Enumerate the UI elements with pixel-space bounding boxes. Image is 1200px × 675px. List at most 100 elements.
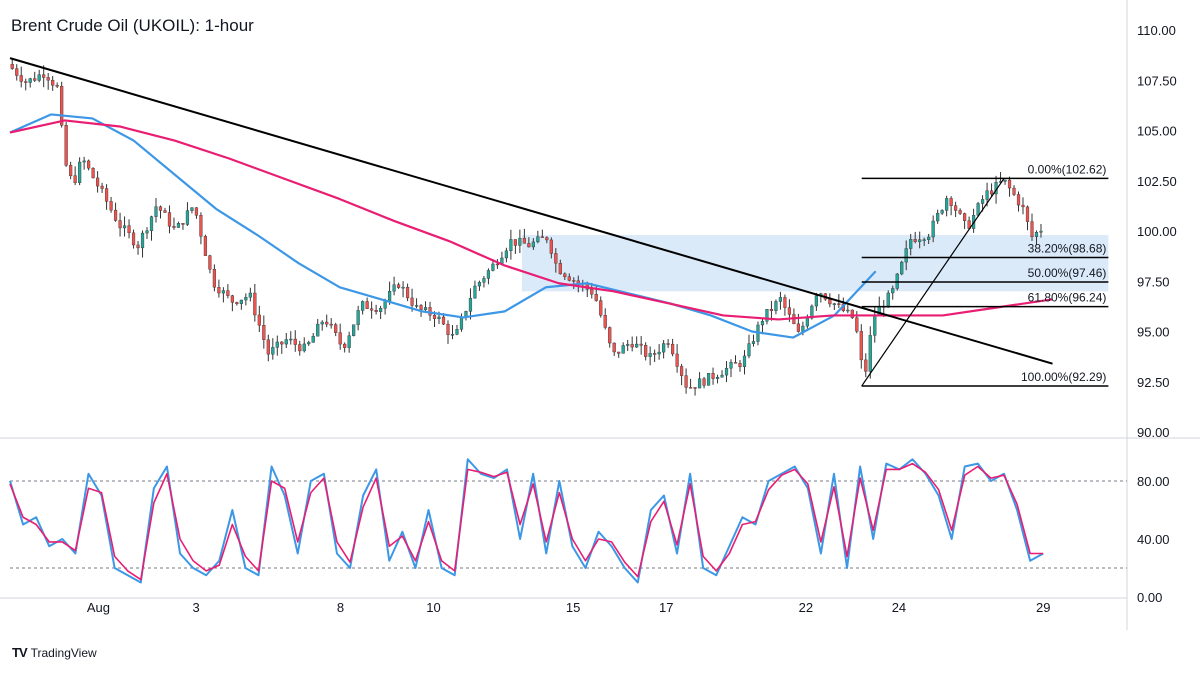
candle-body [91, 167, 95, 179]
candle-body [828, 299, 832, 305]
candle-body [307, 342, 311, 345]
candle-body [495, 263, 500, 266]
candle-body [509, 239, 513, 252]
candle-body [563, 273, 567, 277]
candle-body [1034, 232, 1039, 237]
candle-body [859, 331, 863, 361]
candle-body [729, 362, 733, 369]
price-axis-tick: 97.50 [1137, 274, 1170, 289]
time-axis-tick: 24 [892, 600, 906, 615]
tradingview-branding[interactable]: TV TradingView [12, 645, 97, 660]
candle-body [46, 77, 50, 81]
candle-body [760, 320, 765, 326]
candle-body [248, 292, 252, 298]
candle-body [1039, 230, 1043, 233]
candle-body [334, 324, 338, 333]
candle-body [361, 301, 365, 311]
time-axis-tick: Aug [87, 600, 110, 615]
candle-body [122, 225, 127, 229]
candle-body [617, 351, 621, 354]
candle-body [679, 366, 684, 376]
candle-body [208, 255, 212, 270]
candle-body [1030, 221, 1034, 237]
chart-title: Brent Crude Oil (UKOIL): 1-hour [11, 16, 254, 35]
candle-body [855, 317, 859, 332]
tradingview-label: TradingView [30, 645, 97, 660]
candle-body [662, 343, 666, 353]
time-axis-tick: 17 [659, 600, 673, 615]
candle-body [253, 292, 257, 316]
candle-body [33, 78, 37, 81]
candle-body [742, 355, 747, 367]
candle-body [922, 239, 926, 241]
candle-body [482, 278, 486, 283]
candle-body [774, 301, 778, 312]
candle-body [644, 345, 648, 357]
fib-anchor-line [861, 177, 1005, 387]
candle-body [145, 230, 149, 234]
candle-body [873, 314, 877, 336]
candle-body [671, 343, 675, 355]
candle-body [176, 223, 181, 228]
fib-level-label: 0.00%(102.62) [1028, 162, 1107, 176]
candle-body [1003, 179, 1007, 182]
candle-body [590, 288, 594, 295]
candle-body [325, 321, 329, 325]
candle-body [635, 343, 639, 348]
candle-body [158, 206, 163, 211]
candle-body [428, 307, 432, 316]
candle-body [702, 378, 706, 386]
candle-body [684, 375, 688, 388]
candle-body [715, 377, 720, 379]
candle-body [78, 161, 82, 183]
candle-body [275, 341, 279, 348]
price-axis-tick: 102.50 [1137, 174, 1177, 189]
candle-body [423, 307, 428, 310]
candle-body [769, 309, 774, 312]
candle-body [567, 276, 571, 281]
candle-body [657, 351, 661, 355]
candle-body [284, 339, 288, 345]
candle-body [302, 343, 306, 352]
candle-body [60, 86, 64, 126]
candle-body [927, 236, 931, 240]
candle-body [549, 239, 553, 254]
candle-body [28, 78, 32, 83]
candle-body [113, 209, 118, 221]
candle-body [51, 79, 55, 86]
candle-body [747, 343, 751, 357]
stochastic-axis-tick: 80.00 [1137, 474, 1170, 489]
candle-body [257, 314, 261, 326]
candle-body [338, 332, 342, 345]
candle-body [127, 225, 131, 234]
candle-body [954, 205, 958, 211]
candle-body [648, 353, 652, 357]
candle-body [1012, 187, 1016, 195]
candle-body [540, 236, 544, 238]
candle-body [778, 297, 783, 302]
candle-body [405, 286, 410, 299]
candle-body [343, 343, 347, 348]
candle-body [675, 353, 679, 367]
candle-body [536, 236, 540, 243]
price-axis-tick: 95.00 [1137, 325, 1170, 340]
candle-body [900, 261, 904, 275]
candle-body [558, 262, 562, 275]
candle-body [958, 210, 962, 214]
candle-body [554, 253, 558, 264]
candle-body [724, 367, 729, 376]
candle-body [765, 309, 769, 322]
ma-fast-line [9, 113, 877, 339]
candle-body [396, 284, 401, 288]
fib-level-label: 61.80%(96.24) [1028, 291, 1107, 305]
candle-body [940, 210, 944, 214]
candle-body [10, 63, 14, 69]
candle-body [455, 329, 459, 335]
candle-body [311, 335, 315, 343]
candle-body [419, 305, 423, 310]
fib-level-label: 100.00%(92.29) [1021, 370, 1106, 384]
candle-body [751, 341, 756, 344]
price-axis-tick: 105.00 [1137, 124, 1177, 139]
candle-body [630, 344, 634, 348]
candle-body [69, 165, 73, 176]
